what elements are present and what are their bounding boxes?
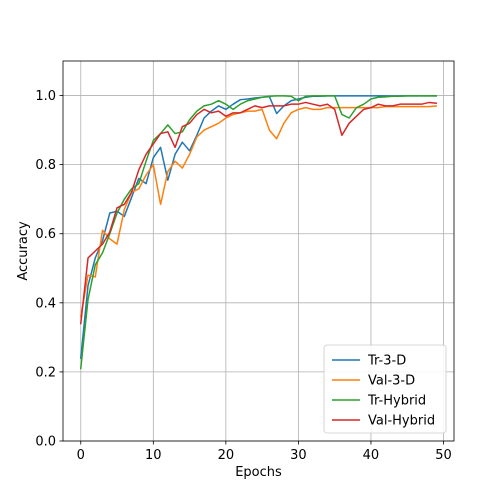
grid [63, 61, 454, 442]
y-tick-label: 0.2 [35, 365, 56, 380]
x-axis-label: Epochs [235, 465, 282, 480]
x-tick-label: 20 [218, 448, 235, 463]
legend-label: Tr-3-D [367, 354, 406, 369]
y-tick-label: 0.4 [35, 296, 56, 311]
x-tick-label: 30 [290, 448, 307, 463]
series-line-val-hybrid [79, 101, 438, 325]
legend-label: Tr-Hybrid [367, 394, 426, 409]
legend: Tr-3-D Val-3-D Tr-Hybrid Val-Hybrid [323, 344, 447, 434]
x-tick-label: 10 [145, 448, 162, 463]
x-tick-label: 0 [77, 448, 85, 463]
y-axis-label: Accuracy [16, 221, 31, 281]
legend-label: Val-Hybrid [368, 414, 435, 429]
series-line-val-3-d [79, 105, 438, 318]
legend-box [323, 344, 447, 434]
plot-frame [62, 60, 455, 442]
legend-label: Val-3-D [368, 374, 415, 389]
y-tick-label: 1.0 [35, 89, 56, 104]
x-tick-label: 40 [363, 448, 380, 463]
ticks: 0 10 20 30 40 50 0.0 0.2 0.4 0.6 0.8 1.0 [35, 89, 451, 463]
y-tick-label: 0.6 [35, 227, 56, 242]
x-tick-label: 50 [435, 448, 452, 463]
series-line-tr-hybrid [79, 95, 437, 370]
y-tick-label: 0.8 [35, 158, 56, 173]
series-group [79, 95, 438, 370]
y-tick-label: 0.0 [35, 435, 56, 450]
